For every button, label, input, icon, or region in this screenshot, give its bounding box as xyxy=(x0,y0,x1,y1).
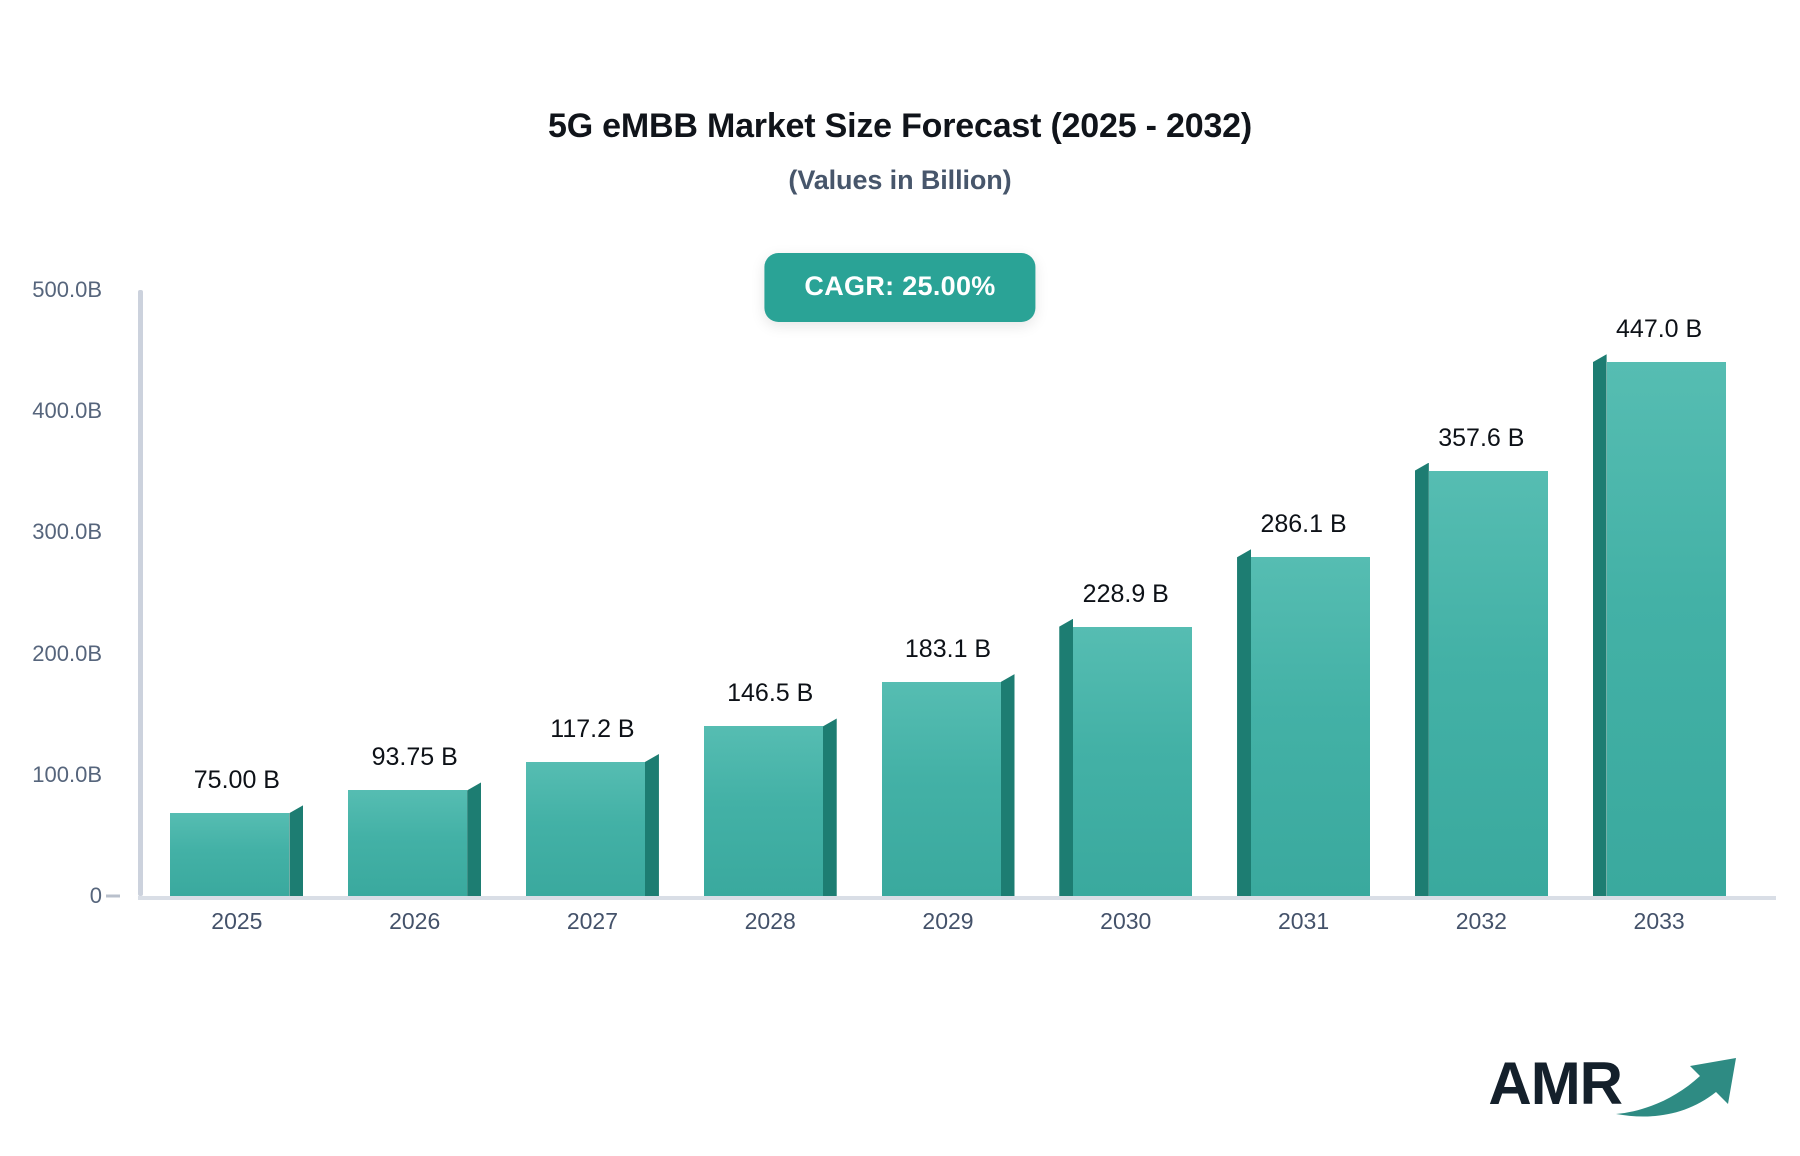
bar-body xyxy=(1592,354,1726,896)
x-axis-tick-label: 2028 xyxy=(744,908,796,934)
bar-front-face xyxy=(1606,362,1726,896)
bar-value-label: 183.1 B xyxy=(904,635,992,664)
bar: 286.1 B xyxy=(1237,510,1371,896)
y-axis-tick-mark xyxy=(106,894,120,898)
bar-body xyxy=(881,674,1015,896)
bar-body xyxy=(525,753,659,896)
bar: 228.9 B xyxy=(1059,580,1193,896)
bar-body xyxy=(1237,549,1371,896)
bar-side-face xyxy=(644,753,659,896)
bar-side-face xyxy=(1237,549,1252,896)
x-axis-tick-label: 2032 xyxy=(1455,908,1507,934)
bar-side-face xyxy=(1414,462,1429,896)
cagr-badge: CAGR: 25.00% xyxy=(764,253,1036,322)
x-axis-tick-label: 2029 xyxy=(922,908,974,934)
bar-front-face xyxy=(525,761,645,896)
growth-arrow-icon xyxy=(1616,1058,1736,1117)
bar-body xyxy=(348,782,482,896)
bar: 357.6 B xyxy=(1414,424,1548,896)
bar-side-face xyxy=(1000,674,1015,896)
logo-text: AMR xyxy=(1488,1050,1623,1117)
bar-value-label: 117.2 B xyxy=(550,714,635,743)
y-axis-labels: 0 100.0B 200.0B 300.0B 400.0B 500.0B xyxy=(0,277,120,908)
bar-value-label: 286.1 B xyxy=(1260,510,1347,539)
y-axis-tick-label: 300.0B xyxy=(32,519,102,545)
bar-side-face xyxy=(1592,354,1607,896)
bar-side-face xyxy=(1059,618,1074,896)
x-axis-labels: 2025 2026 2027 2028 2029 2030 2031 2032 2033 xyxy=(138,908,1738,948)
bar-value-label: 93.75 B xyxy=(371,743,458,772)
bar-value-label: 447.0 B xyxy=(1616,315,1703,344)
bar-front-face xyxy=(703,726,823,896)
bar-side-face xyxy=(467,782,482,896)
bar: 117.2 B xyxy=(525,715,659,896)
x-axis-tick-label: 2027 xyxy=(566,908,619,934)
bar-body xyxy=(703,718,837,896)
y-axis-tick-label: 400.0B xyxy=(32,398,102,424)
bar-front-face xyxy=(348,790,468,896)
x-axis-line xyxy=(138,896,1776,900)
bar-side-face xyxy=(822,718,837,896)
bar-front-face xyxy=(1428,470,1548,896)
bar-front-face xyxy=(170,813,290,896)
bar-value-label: 75.00 B xyxy=(193,766,280,795)
bar-value-label: 146.5 B xyxy=(727,679,814,708)
bar-series: 75.00 B 93.75 B 117.2 B 146.5 B 183.1 B 228.9… xyxy=(138,290,1738,896)
bar-body xyxy=(170,805,304,896)
amr-logo: AMR xyxy=(1488,1048,1744,1120)
y-axis-line xyxy=(138,290,143,896)
x-axis-tick-label: 2033 xyxy=(1633,908,1685,934)
plot-area: 75.00 B 93.75 B 117.2 B 146.5 B 183.1 B 228.9… xyxy=(138,290,1776,900)
bar: 447.0 B xyxy=(1592,315,1726,896)
bar-front-face xyxy=(1073,626,1193,896)
bar: 75.00 B xyxy=(170,766,304,896)
y-axis-tick-label: 500.0B xyxy=(32,277,102,302)
x-axis-tick-label: 2030 xyxy=(1100,908,1152,934)
chart-header: 5G eMBB Market Size Forecast (2025 - 203… xyxy=(0,107,1800,196)
bar: 183.1 B xyxy=(881,635,1015,896)
bar-body xyxy=(1059,618,1193,896)
bar-body xyxy=(1414,462,1548,896)
x-axis-tick-label: 2031 xyxy=(1277,908,1330,934)
bar-value-label: 228.9 B xyxy=(1082,579,1169,608)
y-axis-tick-label: 200.0B xyxy=(32,640,102,666)
chart-subtitle: (Values in Billion) xyxy=(788,165,1012,196)
y-axis-tick-label: 0 xyxy=(89,883,102,908)
y-axis-tick-label: 100.0B xyxy=(32,761,102,787)
bar-side-face xyxy=(289,805,304,896)
x-axis-tick-label: 2025 xyxy=(211,908,263,934)
bar-front-face xyxy=(881,682,1001,896)
bar-value-label: 357.6 B xyxy=(1438,423,1525,452)
bar: 146.5 B xyxy=(703,679,837,896)
bar-front-face xyxy=(1251,557,1371,896)
chart-title: 5G eMBB Market Size Forecast (2025 - 203… xyxy=(547,107,1253,145)
x-axis-tick-label: 2026 xyxy=(389,908,441,934)
bar: 93.75 B xyxy=(348,743,482,896)
